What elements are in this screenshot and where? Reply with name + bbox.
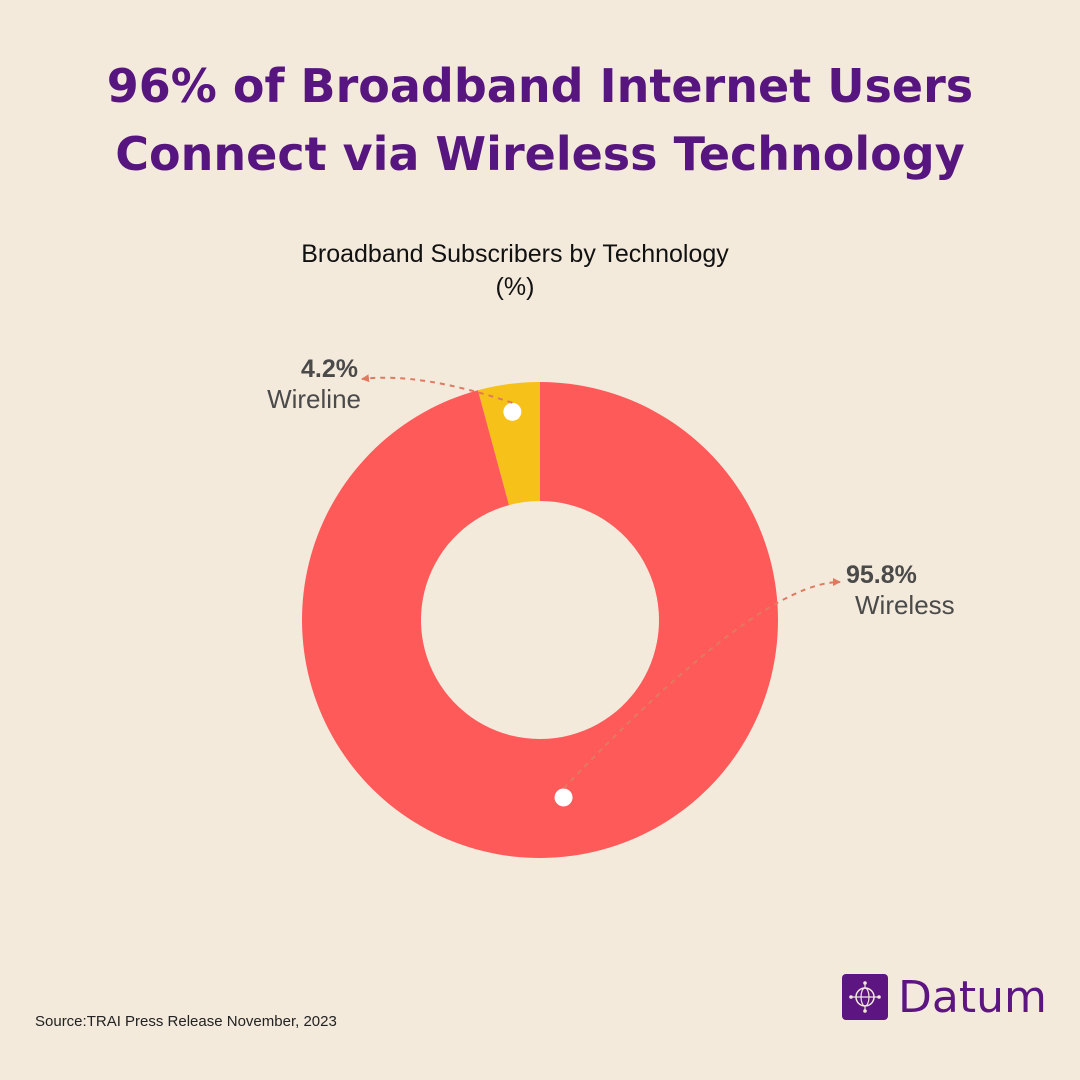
slice-wireless [302,382,778,858]
globe-network-icon [842,974,888,1020]
slice-wireline [477,382,540,506]
slice-label-wireline: Wireline [267,384,361,414]
leader-line-wireless [562,578,841,790]
data-label-wireless: 95.8% [846,561,917,589]
marker-dot-wireless [554,788,573,807]
data-label-wireline: 4.2% [301,355,358,383]
slice-label-wireless: Wireless [855,590,955,620]
brand-logo: Datum [842,971,1047,1023]
page-title: 96% of Broadband Internet Users Connect … [0,52,1080,188]
brand-name: Datum [898,971,1047,1023]
marker-dot-wireline [503,402,522,421]
chart-title-text: Broadband Subscribers by Technology [301,240,729,268]
chart-unit: (%) [495,273,535,301]
title-line-1: 96% of Broadband Internet Users [106,59,974,113]
title-line-2: Connect via Wireless Technology [115,127,965,181]
chart-title: Broadband Subscribers by Technology (%) [0,238,1030,304]
source-note: Source:TRAI Press Release November, 2023 [35,1013,337,1030]
leader-line-wireline [361,374,513,404]
